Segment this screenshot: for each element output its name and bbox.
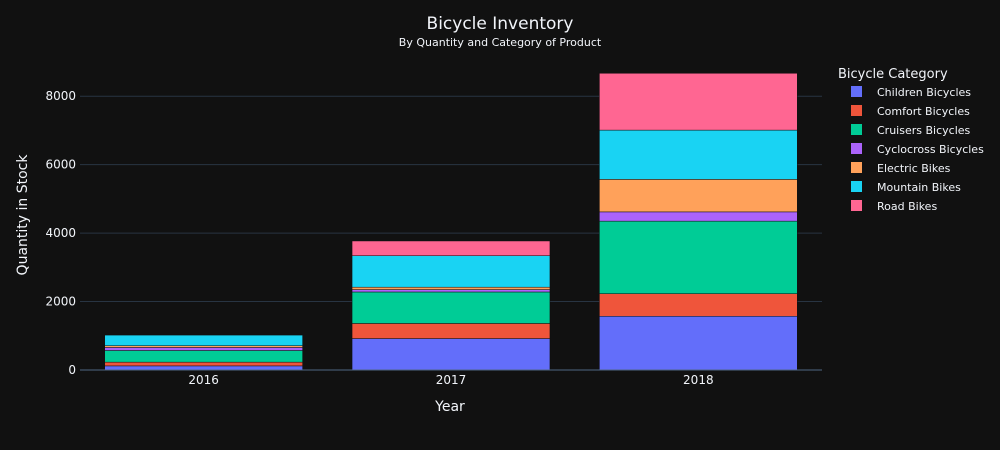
bar-segment [104, 334, 303, 346]
x-tick-label: 2016 [188, 373, 219, 387]
chart-title: Bicycle Inventory [427, 14, 574, 34]
bar-segment [599, 316, 798, 371]
y-axis-title: Quantity in Stock [15, 154, 31, 276]
y-tick-label: 6000 [45, 158, 76, 172]
bar-segment [351, 289, 551, 293]
bar-segment [599, 179, 798, 213]
x-axis-title: Year [434, 399, 465, 415]
legend-item-label[interactable]: Road Bikes [877, 200, 937, 213]
bar-segment [104, 347, 303, 351]
bar-segment [351, 323, 551, 339]
bar-segment [104, 345, 303, 348]
legend-swatch[interactable] [851, 143, 862, 154]
bar-segment [104, 361, 303, 367]
bar-segment [351, 240, 551, 256]
legend-swatch[interactable] [851, 162, 862, 173]
axes: 0 2000 4000 6000 8000 2016 2017 2018 [45, 89, 822, 387]
legend-swatch[interactable] [851, 105, 862, 116]
bar-segment [599, 129, 798, 180]
x-tick-label: 2017 [436, 373, 467, 387]
bar-segment [599, 211, 798, 222]
legend-item-label[interactable]: Cyclocross Bicycles [877, 143, 984, 156]
legend-item-label[interactable]: Cruisers Bicycles [877, 124, 971, 137]
legend-swatch[interactable] [851, 86, 862, 97]
y-tick-label: 8000 [45, 89, 76, 103]
y-tick-label: 2000 [45, 295, 76, 309]
legend-swatch[interactable] [851, 124, 862, 135]
legend: Bicycle Category Children Bicycles Comfor… [838, 67, 984, 213]
legend-item-label[interactable]: Mountain Bikes [877, 181, 961, 194]
bars [104, 73, 798, 371]
chart-subtitle: By Quantity and Category of Product [399, 36, 602, 49]
bar-segment [351, 291, 551, 324]
y-tick-label: 0 [68, 363, 76, 377]
bar-segment [104, 350, 303, 363]
bar-segment [599, 73, 798, 131]
legend-swatch[interactable] [851, 181, 862, 192]
bar-segment [351, 286, 551, 290]
x-tick-label: 2018 [683, 373, 714, 387]
bar-segment [351, 255, 551, 288]
legend-title: Bicycle Category [838, 67, 948, 82]
bar-segment [599, 293, 798, 317]
bar-segment [599, 220, 798, 294]
bar-segment [104, 365, 303, 371]
y-tick-label: 4000 [45, 226, 76, 240]
legend-item-label[interactable]: Comfort Bicycles [877, 105, 970, 118]
bar-segment [351, 338, 551, 371]
legend-swatch[interactable] [851, 200, 862, 211]
legend-item-label[interactable]: Children Bicycles [877, 86, 971, 99]
legend-item-label[interactable]: Electric Bikes [877, 162, 951, 175]
